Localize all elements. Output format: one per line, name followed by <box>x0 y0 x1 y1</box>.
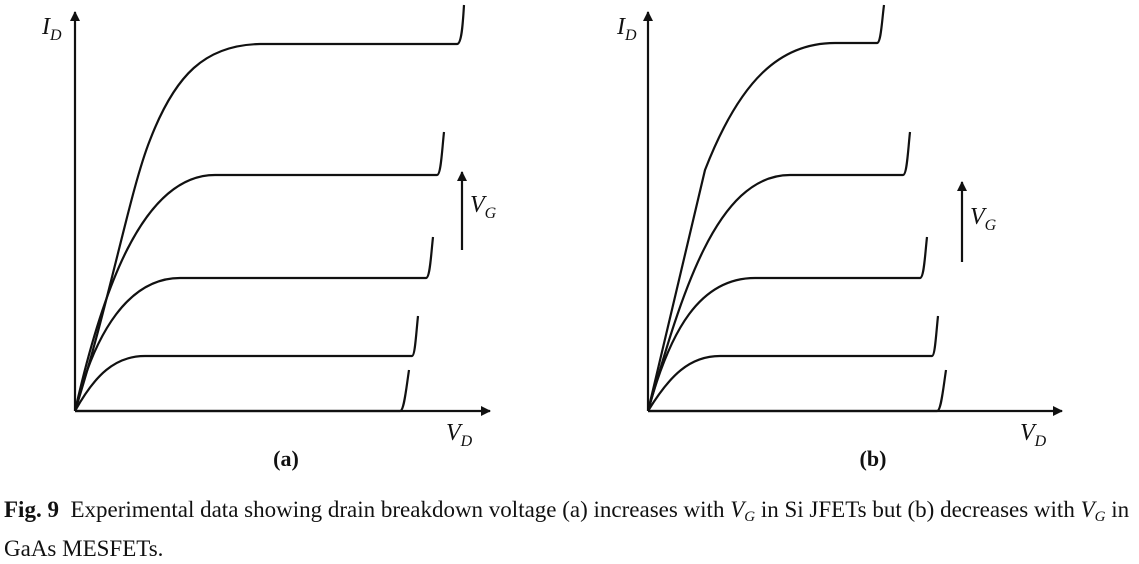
y-axis-label-b: ID <box>616 14 637 44</box>
curve-b-5 <box>648 369 948 413</box>
figure-diagrams: ID VG VD (a) ID VG VD (b) <box>41 4 1063 471</box>
curve-b-2 <box>646 131 912 412</box>
panel-b <box>643 4 1063 416</box>
y-axis-label-a: ID <box>41 14 62 44</box>
x-axis-label-b: VD <box>1020 420 1047 450</box>
vg-label-b: VG <box>970 204 997 234</box>
curve-b-4 <box>647 315 940 412</box>
panel-a-labels: ID VG VD (a) <box>41 14 497 471</box>
caption-text-1: Experimental data showing drain breakdow… <box>70 497 725 522</box>
curve-a-3 <box>73 236 435 412</box>
panel-label-a: (a) <box>273 446 299 471</box>
caption-text-2: in Si JFETs but (b) decreases with <box>760 497 1075 522</box>
curve-a-5 <box>75 369 411 413</box>
caption-vg-2: VG <box>1080 497 1106 525</box>
curve-a-4 <box>74 315 420 412</box>
curve-a-2 <box>73 131 446 412</box>
curve-a-1 <box>73 4 466 412</box>
panel-label-b: (b) <box>860 446 887 471</box>
vg-label-a: VG <box>470 192 497 222</box>
figure-caption: Fig. 9 Experimental data showing drain b… <box>4 494 1136 564</box>
panel-b-labels: ID VG VD (b) <box>616 14 1047 471</box>
curve-b-1 <box>646 4 886 412</box>
caption-text-3: in GaAs MESFETs. <box>4 497 1130 561</box>
caption-vg-1: VG <box>730 497 756 525</box>
panel-a <box>70 4 491 416</box>
figure-number: Fig. 9 <box>4 497 59 522</box>
curve-b-3 <box>646 236 929 412</box>
x-axis-label-a: VD <box>446 420 473 450</box>
